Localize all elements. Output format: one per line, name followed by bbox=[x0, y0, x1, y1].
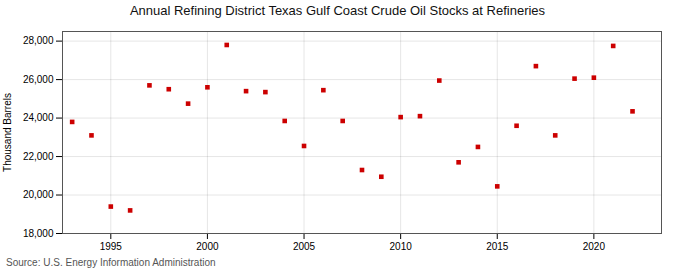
svg-text:Thousand Barrels: Thousand Barrels bbox=[2, 93, 13, 172]
svg-text:28,000: 28,000 bbox=[23, 35, 54, 46]
svg-text:2020: 2020 bbox=[583, 241, 606, 252]
svg-text:2005: 2005 bbox=[293, 241, 316, 252]
svg-text:24,000: 24,000 bbox=[23, 112, 54, 123]
svg-text:22,000: 22,000 bbox=[23, 151, 54, 162]
svg-text:1995: 1995 bbox=[100, 241, 123, 252]
svg-text:2015: 2015 bbox=[486, 241, 509, 252]
svg-text:2000: 2000 bbox=[196, 241, 219, 252]
html-text:Annual Refining District Texas: Annual Refining District Texas Gulf Coas… bbox=[129, 3, 546, 18]
svg-text:26,000: 26,000 bbox=[23, 74, 54, 85]
html-text:Source: U.S. Energy Informatio: Source: U.S. Energy Information Administ… bbox=[6, 257, 216, 268]
svg-text:2010: 2010 bbox=[390, 241, 413, 252]
svg-text:20,000: 20,000 bbox=[23, 189, 54, 200]
svg-text:18,000: 18,000 bbox=[23, 228, 54, 239]
